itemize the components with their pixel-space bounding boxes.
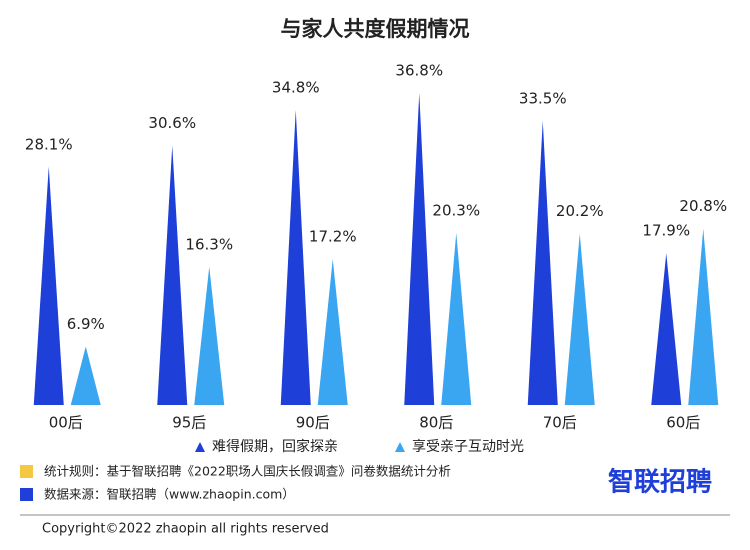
value-label: 16.3% — [185, 235, 233, 253]
chart-title: 与家人共度假期情况 — [281, 17, 470, 41]
value-label: 20.2% — [556, 202, 604, 220]
value-label: 36.8% — [395, 62, 443, 80]
legend-label: 难得假期，回家探亲 — [212, 438, 338, 455]
note-text: 统计规则：基于智联招聘《2022职场人国庆长假调查》问卷数据统计分析 — [44, 464, 451, 479]
spike — [70, 346, 101, 405]
x-tick-label: 95后 — [172, 414, 206, 432]
value-label: 28.1% — [25, 135, 73, 153]
spike — [33, 166, 64, 405]
spike — [280, 109, 311, 406]
spike — [527, 120, 558, 405]
value-label: 34.8% — [272, 78, 320, 96]
x-tick-label: 90后 — [296, 414, 330, 432]
value-label: 20.8% — [679, 197, 727, 215]
value-label: 33.5% — [519, 89, 567, 107]
x-tick-label: 80后 — [419, 414, 453, 432]
spike — [194, 266, 225, 405]
spike — [157, 145, 188, 405]
x-tick-label: 70后 — [543, 414, 577, 432]
value-label: 6.9% — [67, 315, 105, 333]
note-marker — [20, 488, 33, 501]
legend-marker — [195, 442, 205, 452]
spike — [564, 233, 595, 405]
value-label: 20.3% — [432, 201, 480, 219]
value-label: 30.6% — [148, 114, 196, 132]
spike — [651, 253, 682, 405]
spike — [688, 228, 719, 405]
note-text: 数据来源：智联招聘（www.zhaopin.com） — [44, 487, 295, 502]
value-label: 17.9% — [642, 222, 690, 240]
x-tick-label: 00后 — [49, 414, 83, 432]
spike — [317, 259, 348, 405]
logo: 智联招聘 — [608, 468, 712, 498]
x-tick-label: 60后 — [666, 414, 700, 432]
legend-marker — [395, 442, 405, 452]
spike — [441, 232, 472, 405]
copyright: Copyright©2022 zhaopin all rights reserv… — [42, 522, 329, 537]
legend-label: 享受亲子互动时光 — [412, 438, 524, 455]
value-label: 17.2% — [309, 228, 357, 246]
spike — [404, 93, 435, 405]
note-marker — [20, 465, 33, 478]
